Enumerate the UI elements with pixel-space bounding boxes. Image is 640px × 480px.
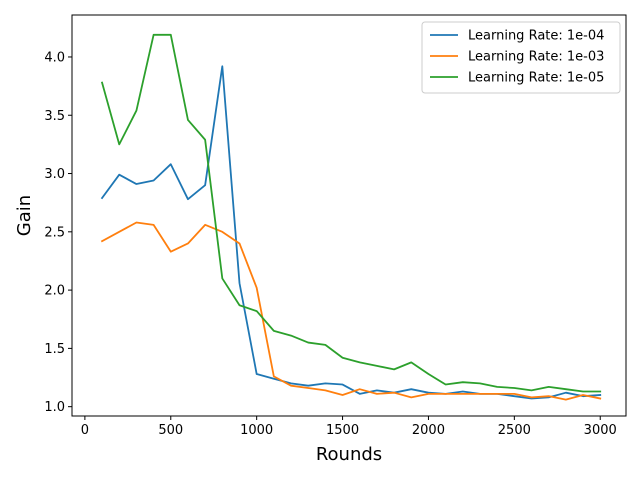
x-tick-label: 3000 [584,423,617,438]
legend: Learning Rate: 1e-04 Learning Rate: 1e-03… [421,21,621,94]
legend-box [421,21,621,94]
y-tick-label: 2.0 [44,284,65,299]
series-layer [100,33,602,401]
y-tick-label: 1.0 [44,400,65,415]
y-tick-label: 3.5 [44,109,65,124]
y-tick-label: 2.5 [44,225,65,240]
axes-frame [71,14,627,417]
y-axis-label: Gain [14,195,35,236]
legend-entry-2: Learning Rate: 1e-05 [468,71,604,86]
series-line-2 [100,33,602,393]
x-tick-label: 500 [158,423,183,438]
legend-entry-0: Learning Rate: 1e-04 [468,29,604,44]
x-tick-label: 1000 [240,423,273,438]
axes-layer: 0 500 1000 1500 2000 2500 3000 1.0 1.5 2.0 2.5 3.0 3… [44,14,627,438]
y-tick-label: 3.0 [44,167,65,182]
x-tick-label: 0 [81,423,89,438]
x-tick-label: 2000 [412,423,445,438]
x-tick-label: 2500 [498,423,531,438]
legend-entry-1: Learning Rate: 1e-03 [468,50,604,65]
x-axis-label: Rounds [316,444,382,465]
series-line-1 [100,221,602,401]
series-line-0 [100,65,602,400]
x-tick-label: 1500 [326,423,359,438]
y-tick-label: 1.5 [44,342,65,357]
y-tick-label: 4.0 [44,50,65,65]
